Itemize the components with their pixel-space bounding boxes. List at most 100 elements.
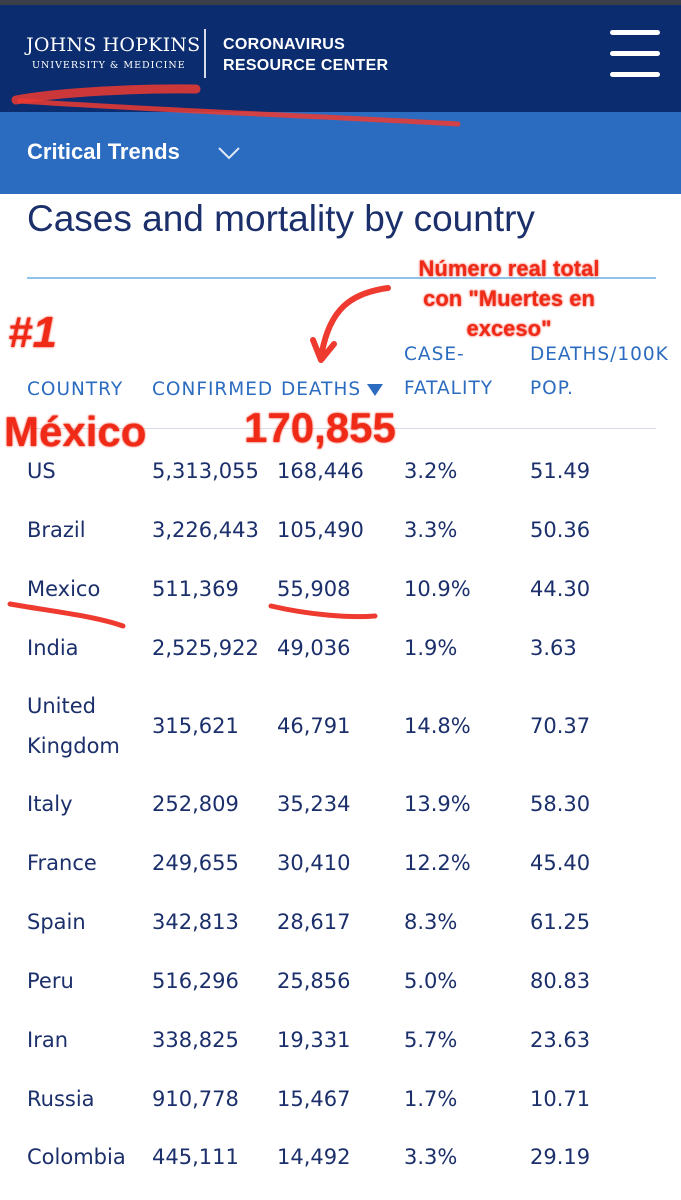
column-header-deaths-per-100k-line2: POP.	[530, 378, 574, 399]
cell-confirmed: 445,111	[152, 1145, 239, 1169]
cell-deaths: 55,908	[277, 577, 351, 601]
cell-country[interactable]: Brazil	[27, 518, 86, 542]
site-header: JOHNS HOPKINS UNIVERSITY & MEDICINE CORO…	[0, 0, 681, 112]
cell-deaths: 30,410	[277, 851, 351, 875]
annotation-deaths: 170,855	[244, 404, 396, 451]
cell-confirmed: 338,825	[152, 1028, 239, 1052]
arrow-head-scribble	[310, 337, 337, 363]
logo-sub-text: UNIVERSITY & MEDICINE	[32, 60, 186, 71]
cell-confirmed: 910,778	[152, 1087, 239, 1111]
critical-trends-label: Critical Trends	[27, 139, 180, 164]
sort-descending-icon	[367, 384, 384, 396]
cell-deaths: 46,791	[277, 714, 351, 738]
cell-country[interactable]: Peru	[27, 969, 74, 993]
cell-case-fatality: 5.7%	[404, 1028, 458, 1052]
cell-confirmed: 3,226,443	[152, 518, 259, 542]
cell-case-fatality: 10.9%	[404, 577, 471, 601]
hamburger-bar	[610, 30, 660, 35]
cell-deaths: 25,856	[277, 969, 351, 993]
chevron-down-icon	[218, 147, 240, 160]
cell-deaths-per-100k: 58.30	[530, 792, 591, 816]
cell-case-fatality: 12.2%	[404, 851, 471, 875]
cell-deaths-per-100k: 51.49	[530, 459, 591, 483]
cell-country[interactable]: France	[27, 851, 97, 875]
site-name-line2: RESOURCE CENTER	[223, 57, 389, 74]
cell-country[interactable]: Italy	[27, 792, 73, 816]
column-header-deaths-per-100k-line1: DEATHS/100K	[530, 344, 669, 365]
cell-case-fatality: 3.2%	[404, 459, 458, 483]
cell-confirmed: 252,809	[152, 792, 239, 816]
logo-main-text: JOHNS HOPKINS	[26, 34, 201, 56]
header-divider	[204, 29, 206, 78]
cell-country[interactable]: Russia	[27, 1087, 95, 1111]
cell-country[interactable]: Colombia	[27, 1145, 126, 1169]
critical-trends-dropdown[interactable]: Critical Trends	[0, 112, 681, 194]
cell-deaths: 49,036	[277, 636, 351, 660]
cell-case-fatality: 14.8%	[404, 714, 471, 738]
cell-deaths-per-100k: 29.19	[530, 1145, 591, 1169]
annotation-note-line1: Número real total	[418, 256, 600, 281]
title-rule	[27, 277, 656, 279]
cell-deaths: 28,617	[277, 910, 351, 934]
underline-scribble-mexico	[7, 601, 126, 629]
cell-country[interactable]: United Kingdom	[27, 694, 120, 758]
cell-deaths: 35,234	[277, 792, 351, 816]
cell-country[interactable]: India	[27, 636, 79, 660]
cell-confirmed: 516,296	[152, 969, 239, 993]
cell-deaths-per-100k: 61.25	[530, 910, 591, 934]
column-header-case-fatality[interactable]: CASE- FATALITY	[404, 338, 493, 406]
column-header-confirmed[interactable]: CONFIRMED	[152, 379, 274, 400]
annotation-note: Número real total con "Muertes en exceso…	[395, 254, 623, 344]
cell-country[interactable]: Iran	[27, 1028, 69, 1052]
cell-deaths-per-100k: 45.40	[530, 851, 591, 875]
page-title: Cases and mortality by country	[27, 198, 535, 239]
cell-confirmed: 342,813	[152, 910, 239, 934]
cell-country[interactable]: Spain	[27, 910, 86, 934]
cell-case-fatality: 5.0%	[404, 969, 458, 993]
annotation-country: México	[4, 408, 147, 455]
cell-country[interactable]: US	[27, 459, 56, 483]
column-header-deaths[interactable]: DEATHS	[281, 373, 384, 407]
cell-country[interactable]: Mexico	[27, 577, 101, 601]
cell-deaths: 19,331	[277, 1028, 351, 1052]
cell-case-fatality: 1.7%	[404, 1087, 458, 1111]
cell-deaths-per-100k: 23.63	[530, 1028, 591, 1052]
cell-case-fatality: 13.9%	[404, 792, 471, 816]
cell-deaths: 15,467	[277, 1087, 351, 1111]
cell-case-fatality: 3.3%	[404, 518, 458, 542]
cell-deaths-per-100k: 10.71	[530, 1087, 591, 1111]
column-header-deaths-label: DEATHS	[281, 379, 362, 400]
cell-case-fatality: 1.9%	[404, 636, 458, 660]
cell-case-fatality: 8.3%	[404, 910, 458, 934]
hamburger-bar	[610, 51, 660, 56]
cell-deaths-per-100k: 80.83	[530, 969, 591, 993]
column-header-deaths-per-100k[interactable]: DEATHS/100K POP.	[530, 338, 669, 406]
annotation-note-line2: con "Muertes en	[423, 286, 595, 311]
cell-deaths-per-100k: 50.36	[530, 518, 591, 542]
cell-confirmed: 5,313,055	[152, 459, 259, 483]
underline-scribble-deaths	[268, 603, 378, 620]
column-header-case-fatality-line2: FATALITY	[404, 378, 494, 399]
header-rule	[27, 428, 656, 429]
cell-confirmed: 511,369	[152, 577, 239, 601]
cell-confirmed: 2,525,922	[152, 636, 259, 660]
arrow-scribble	[319, 285, 391, 355]
cell-case-fatality: 3.3%	[404, 1145, 458, 1169]
hamburger-menu-icon[interactable]	[610, 30, 660, 78]
cell-deaths-per-100k: 3.63	[530, 636, 577, 660]
cell-deaths-per-100k: 44.30	[530, 577, 591, 601]
site-name-line1: CORONAVIRUS	[223, 36, 346, 53]
annotation-rank: #1	[8, 308, 57, 357]
cell-deaths: 168,446	[277, 459, 364, 483]
cell-confirmed: 315,621	[152, 714, 239, 738]
cell-deaths: 105,490	[277, 518, 364, 542]
column-header-country[interactable]: COUNTRY	[27, 379, 124, 400]
cell-confirmed: 249,655	[152, 851, 239, 875]
annotation-note-line3: exceso"	[466, 316, 552, 341]
site-name[interactable]: CORONAVIRUS RESOURCE CENTER	[223, 34, 388, 76]
cell-deaths: 14,492	[277, 1145, 351, 1169]
cell-deaths-per-100k: 70.37	[530, 714, 591, 738]
johns-hopkins-logo[interactable]: JOHNS HOPKINS UNIVERSITY & MEDICINE	[26, 34, 200, 71]
column-header-case-fatality-line1: CASE-	[404, 344, 465, 365]
hamburger-bar	[610, 72, 660, 77]
